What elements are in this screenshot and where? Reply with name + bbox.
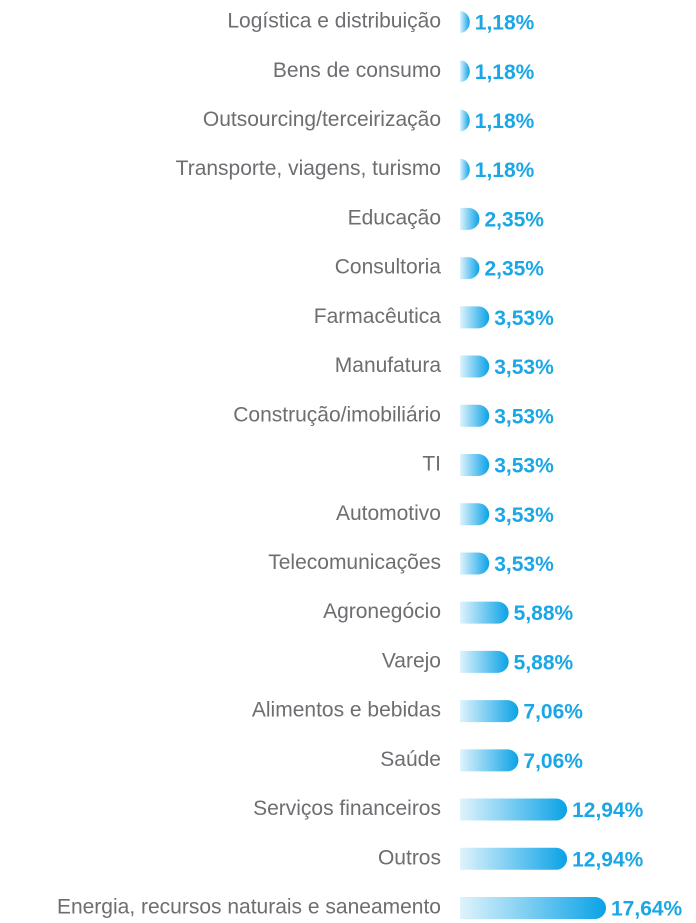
value-label: 7,06% xyxy=(523,701,583,724)
bar xyxy=(460,897,606,919)
category-label: Saúde xyxy=(380,748,441,771)
category-label: Automotivo xyxy=(336,502,441,525)
bar xyxy=(460,749,519,772)
bar xyxy=(460,109,470,132)
category-label: Agronegócio xyxy=(323,600,441,623)
value-label: 3,53% xyxy=(494,356,554,379)
bar xyxy=(460,11,470,33)
value-label: 3,53% xyxy=(494,405,554,428)
category-label: Outros xyxy=(378,846,441,869)
category-label: Manufatura xyxy=(335,354,442,377)
value-label: 3,53% xyxy=(494,307,554,330)
bar xyxy=(460,306,490,329)
bar xyxy=(460,158,470,181)
value-label: 17,64% xyxy=(611,898,683,921)
category-label: Construção/imobiliário xyxy=(233,403,441,426)
value-label: 2,35% xyxy=(484,258,544,281)
bar xyxy=(460,700,519,723)
category-label: Educação xyxy=(348,206,441,229)
category-label: Telecomunicações xyxy=(268,551,441,574)
bar xyxy=(460,503,490,526)
value-label: 12,94% xyxy=(572,799,644,822)
value-label: 3,53% xyxy=(494,553,554,576)
bar xyxy=(460,847,568,870)
category-label: Transporte, viagens, turismo xyxy=(176,157,441,180)
bar xyxy=(460,454,490,476)
category-label: Logística e distribuição xyxy=(227,10,441,33)
value-label: 12,94% xyxy=(572,848,644,871)
bar xyxy=(460,355,490,378)
bar xyxy=(460,552,490,575)
category-label: Consultoria xyxy=(335,256,442,279)
category-label: Varejo xyxy=(382,649,441,672)
bar xyxy=(460,257,480,280)
value-label: 2,35% xyxy=(484,208,544,231)
bar xyxy=(460,404,490,427)
category-label: Outsourcing/terceirização xyxy=(203,108,441,131)
bar xyxy=(460,207,480,230)
bar xyxy=(460,601,509,624)
value-label: 5,88% xyxy=(514,651,574,674)
category-label: Farmacêutica xyxy=(314,305,442,328)
value-label: 1,18% xyxy=(475,12,535,35)
value-label: 3,53% xyxy=(494,455,554,478)
category-label: Alimentos e bebidas xyxy=(252,699,441,722)
value-label: 5,88% xyxy=(514,602,574,625)
value-label: 1,18% xyxy=(475,110,535,133)
value-label: 1,18% xyxy=(475,159,535,182)
value-label: 7,06% xyxy=(523,750,583,773)
value-label: 3,53% xyxy=(494,504,554,527)
value-label: 1,18% xyxy=(475,61,535,84)
category-label: TI xyxy=(422,453,441,476)
category-label: Energia, recursos naturais e saneamento xyxy=(57,896,441,919)
bar xyxy=(460,650,509,673)
category-label: Serviços financeiros xyxy=(253,797,441,820)
bar xyxy=(460,798,568,821)
category-label: Bens de consumo xyxy=(273,59,441,82)
bar xyxy=(460,60,470,83)
